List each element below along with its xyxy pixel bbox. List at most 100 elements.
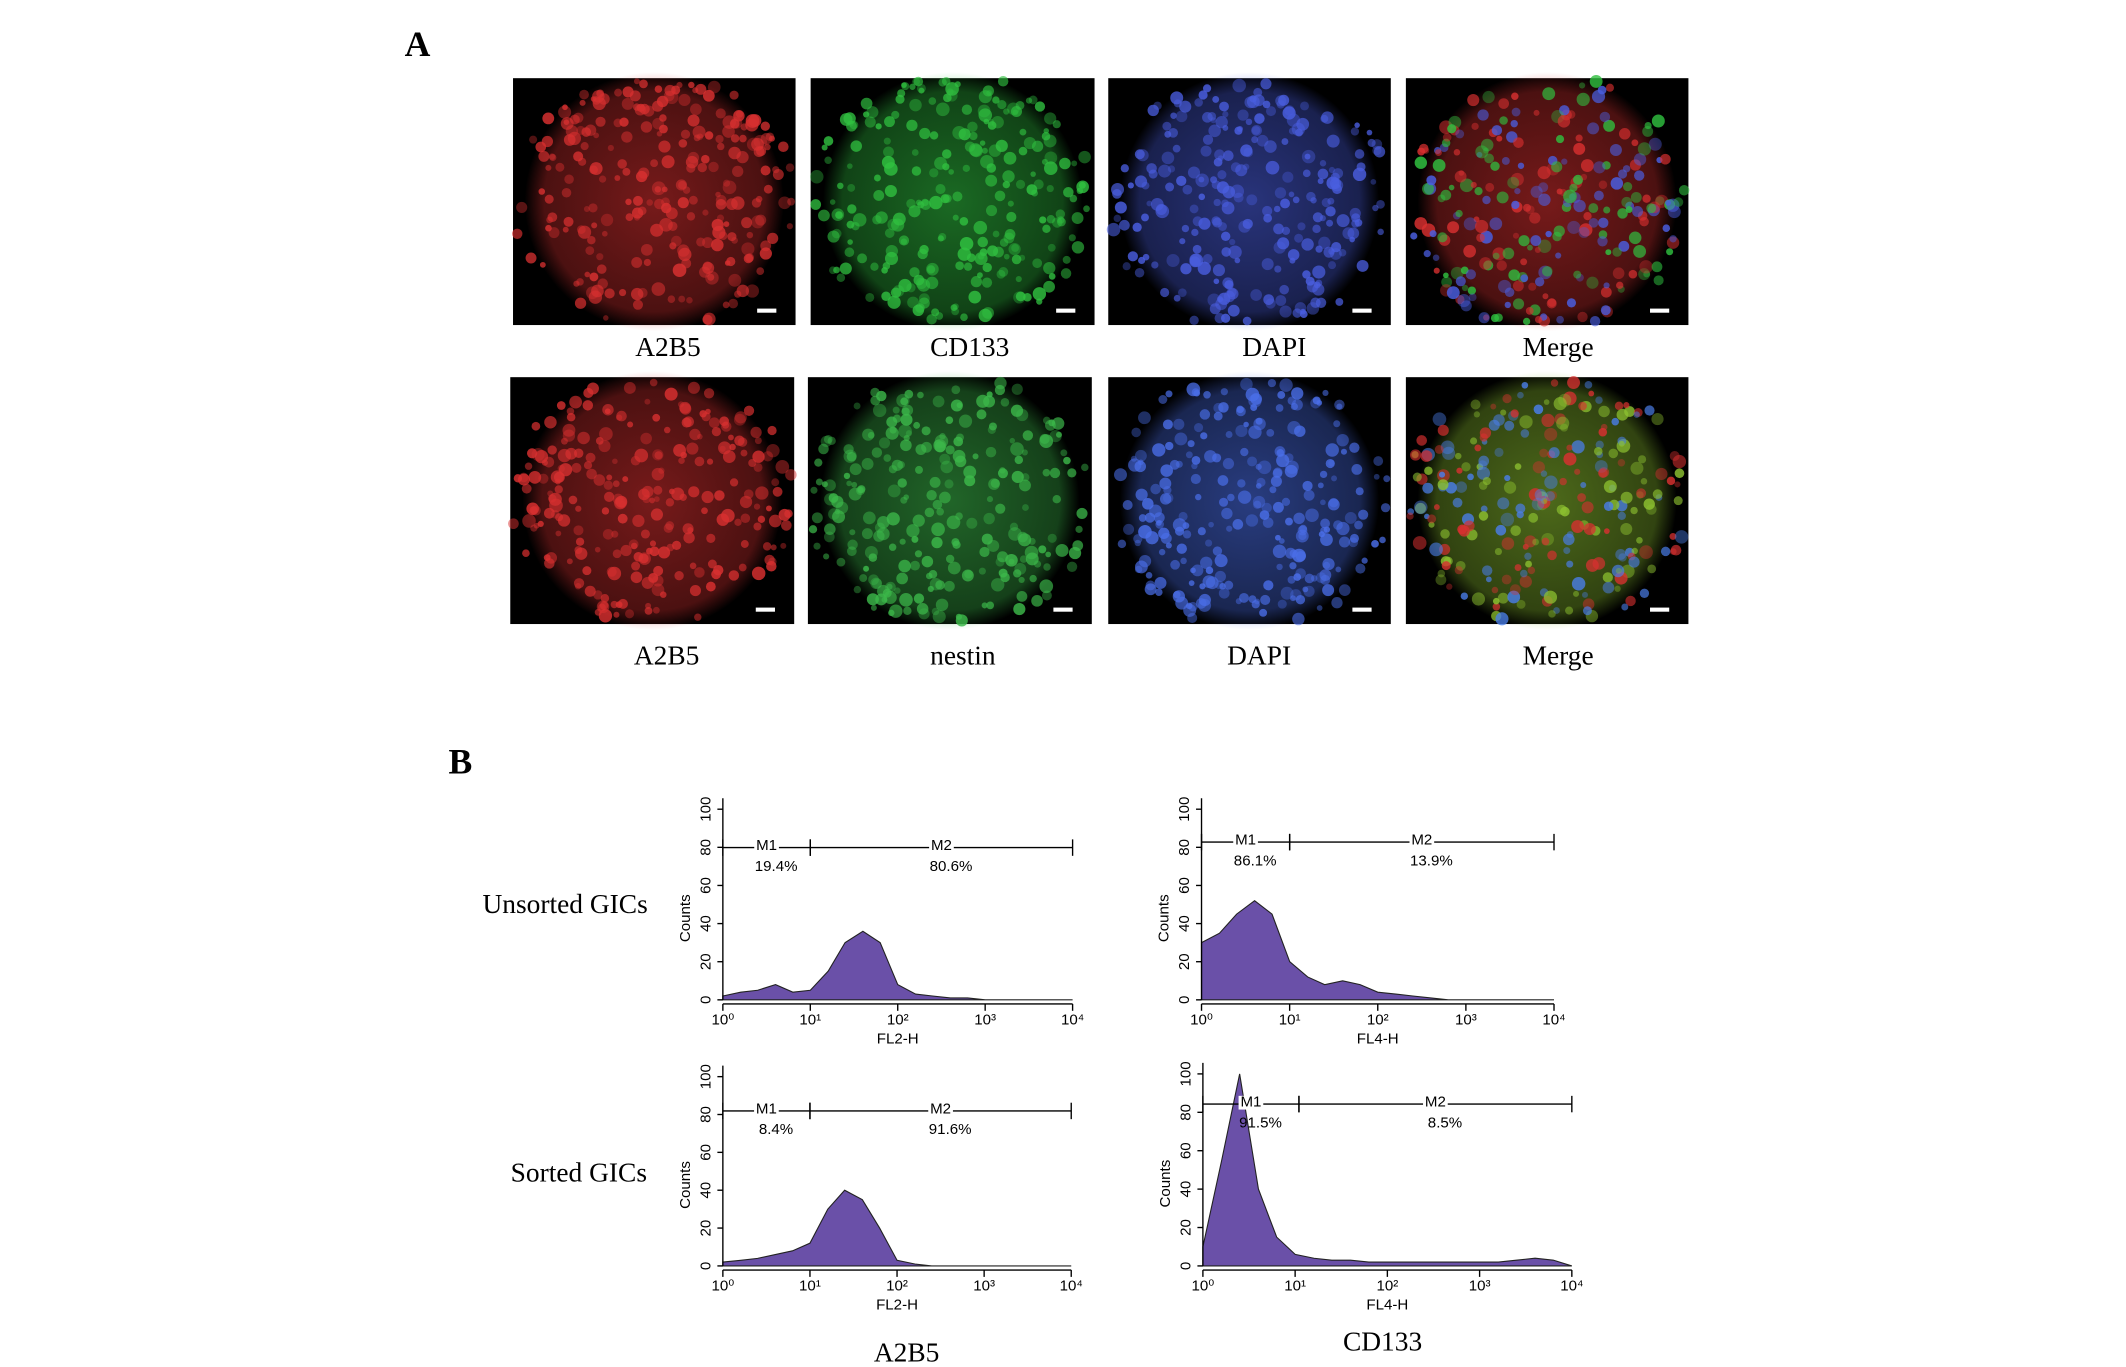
cell [1240,447,1249,457]
cell [1223,150,1234,162]
cell [1417,147,1426,156]
x-tick-label: 10⁴ [1560,1277,1583,1294]
cell [573,280,580,287]
image-caption: A2B5 [635,332,701,362]
cell [697,162,707,173]
x-tick-label: 10⁴ [1061,1011,1084,1028]
cell [996,269,1006,279]
cell [637,287,648,298]
cell [1266,428,1275,437]
cell [688,486,700,498]
gate-percent: 13.9% [1410,852,1453,869]
cell [580,142,589,151]
cell [760,240,772,252]
cell [1227,288,1239,300]
cell [750,426,762,438]
cell [1644,405,1655,416]
cell [585,452,596,463]
cell [1485,182,1495,192]
cell [810,486,818,494]
cell [786,223,793,230]
cell [986,496,994,503]
image-caption: Merge [1523,332,1594,362]
cell [686,442,699,455]
cell [1525,307,1534,315]
cell [1504,474,1511,482]
cell [1524,552,1532,560]
cell [529,135,538,144]
cell [1146,163,1157,174]
cell [1678,185,1690,196]
cell [1251,136,1259,144]
cell [628,539,639,550]
cell [1026,184,1038,195]
cell [766,443,780,458]
cell [619,288,627,297]
cell [1620,523,1633,535]
cell [1166,253,1180,268]
cell [1500,409,1507,416]
cell [1275,404,1284,412]
cell [1576,92,1590,107]
cell [978,90,992,104]
cell [1284,464,1298,478]
cell [1597,236,1608,247]
cell [1234,126,1243,135]
cell [1287,575,1296,584]
cell [1250,289,1262,301]
cell [1022,430,1034,441]
cell [944,580,955,592]
cell [1041,131,1051,141]
cell [563,119,570,125]
cell [1437,569,1446,578]
cell [1270,475,1282,487]
cell [1162,121,1172,131]
cell [1553,607,1560,614]
cell [962,164,970,172]
cell [706,458,714,465]
cell [884,116,895,128]
cell [1528,512,1539,523]
cell [1255,463,1262,470]
cell [704,131,714,140]
cell [1630,191,1642,203]
cell [1414,217,1428,230]
cell [1534,277,1545,287]
cell [1471,122,1479,130]
cell [1630,461,1644,475]
cell [1611,417,1620,426]
cell [948,169,954,175]
cell [729,90,739,100]
cell [1256,134,1269,147]
cell [659,124,668,134]
micrograph [1405,370,1689,631]
cell [881,266,888,274]
cell [1175,110,1188,123]
cell [1009,437,1016,444]
cell [1188,580,1195,586]
cell [1009,522,1019,531]
cell [873,190,885,201]
cell [1573,174,1584,185]
cell [1502,247,1515,260]
cell [1621,603,1629,611]
cell [1532,461,1545,474]
cell [1639,216,1649,227]
cell [1005,553,1018,567]
cell [824,523,836,535]
cell [1336,433,1349,447]
cell [1059,157,1071,170]
cell [1522,317,1531,326]
cell [1414,502,1426,514]
cell [1442,446,1456,460]
cell [538,150,550,162]
cell [1011,254,1022,265]
cell [871,578,883,589]
cell [1071,212,1084,224]
cell [1251,126,1261,135]
cell [1446,286,1460,300]
cell [921,555,934,568]
cell [1175,596,1189,610]
cell [1491,125,1503,136]
cell [926,262,939,276]
